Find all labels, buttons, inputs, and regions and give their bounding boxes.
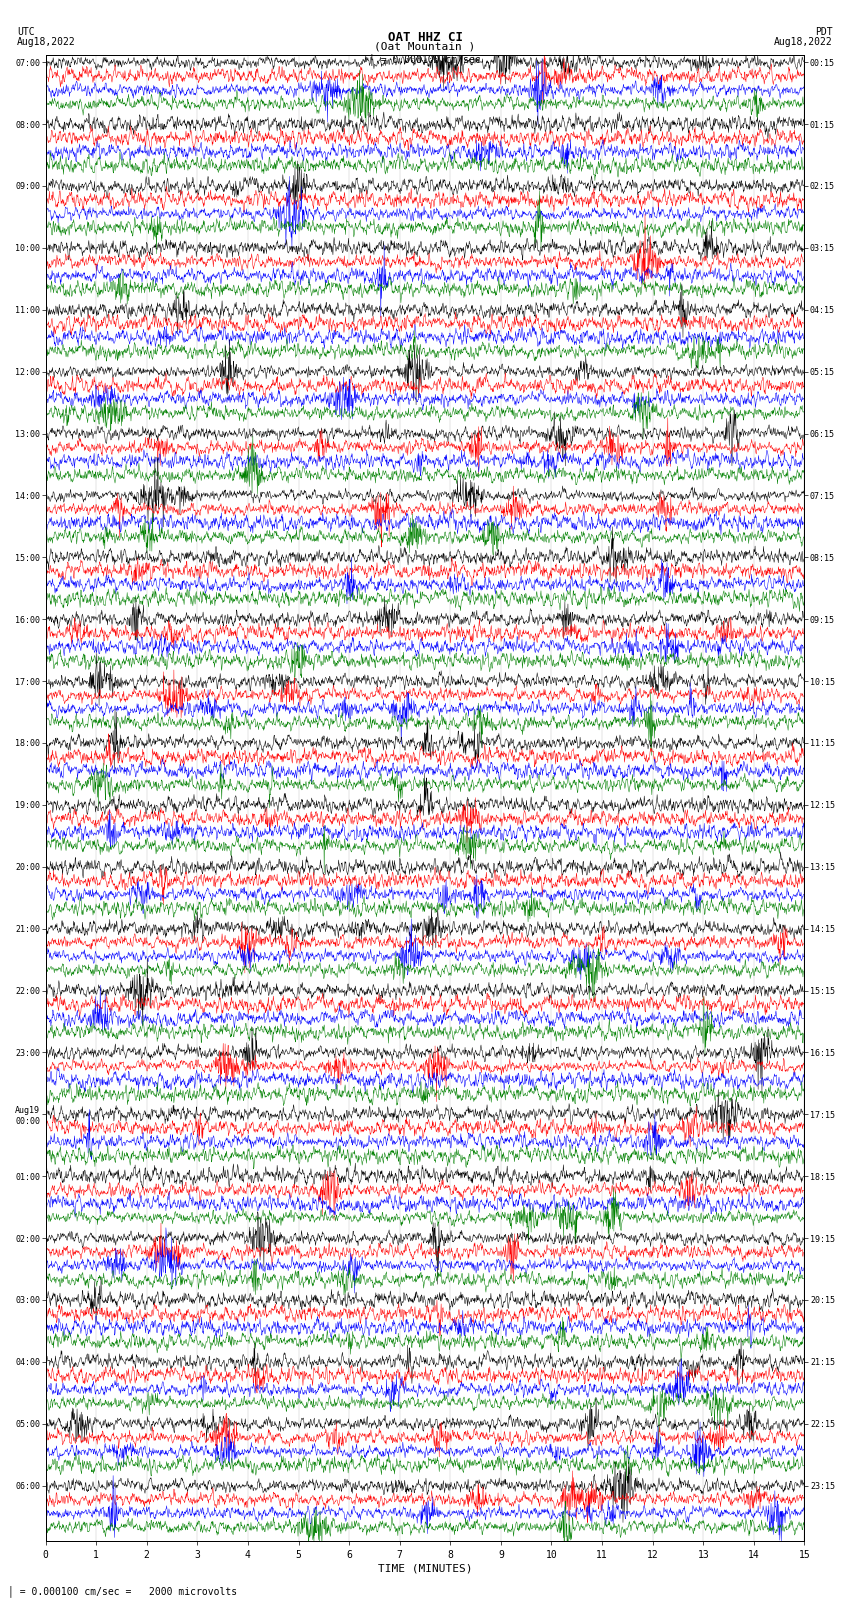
Text: Aug18,2022: Aug18,2022: [17, 37, 76, 47]
Text: UTC: UTC: [17, 27, 35, 37]
Text: │ = 0.000100 cm/sec =   2000 microvolts: │ = 0.000100 cm/sec = 2000 microvolts: [8, 1586, 238, 1597]
Text: OAT HHZ CI: OAT HHZ CI: [388, 31, 462, 44]
X-axis label: TIME (MINUTES): TIME (MINUTES): [377, 1565, 473, 1574]
Text: (Oat Mountain ): (Oat Mountain ): [374, 42, 476, 52]
Text: Aug18,2022: Aug18,2022: [774, 37, 833, 47]
Text: │ = 0.000100 cm/sec: │ = 0.000100 cm/sec: [369, 53, 481, 65]
Text: PDT: PDT: [815, 27, 833, 37]
